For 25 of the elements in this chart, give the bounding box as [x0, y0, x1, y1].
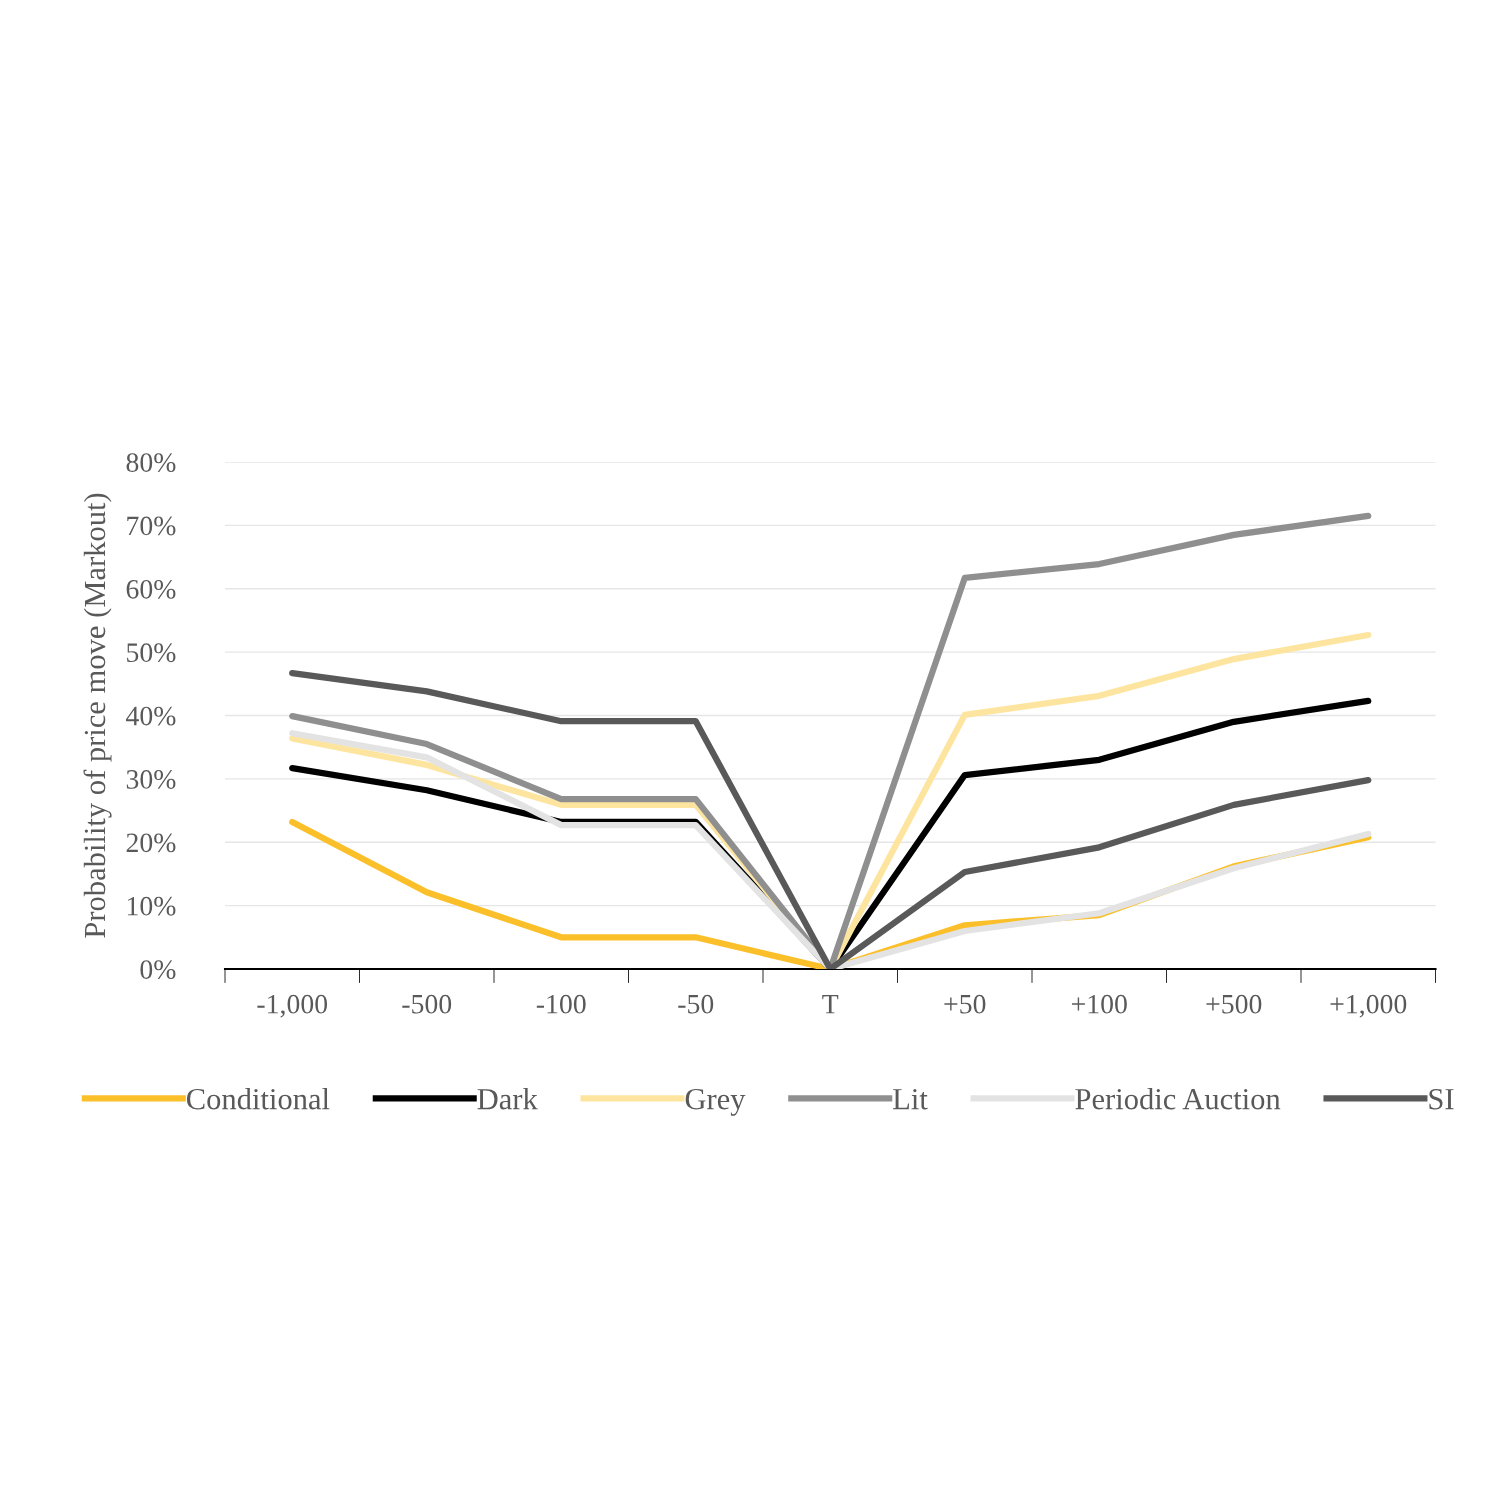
- x-tick-label: -1,000: [257, 994, 328, 1018]
- x-tick-label: -100: [536, 994, 586, 1014]
- y-tick-label: 10%: [127, 896, 176, 916]
- legend-label: Dark: [477, 1087, 538, 1110]
- y-tick-label: 0%: [140, 960, 176, 979]
- x-tick-label: -50: [678, 994, 714, 1014]
- x-tick-label: T: [822, 995, 839, 1014]
- legend-label: Conditional: [186, 1087, 330, 1110]
- y-tick-label: 70%: [127, 516, 176, 536]
- y-tick-label: 40%: [126, 706, 176, 726]
- legend-label: SI: [1429, 1088, 1454, 1110]
- y-axis-title: Probability of price move (Markout): [83, 493, 112, 938]
- legend-label: Lit: [893, 1088, 928, 1110]
- x-tick-label: +100: [1071, 994, 1127, 1014]
- x-tick-label: -500: [402, 994, 452, 1014]
- y-tick-label: 20%: [126, 833, 176, 853]
- legend-label: Periodic Auction: [1075, 1087, 1281, 1110]
- legend-label: Grey: [685, 1088, 746, 1116]
- y-tick-label: 30%: [126, 770, 176, 789]
- x-tick-label: +50: [944, 994, 986, 1014]
- x-tick-label: +500: [1206, 994, 1262, 1014]
- y-tick-label: 80%: [126, 453, 176, 472]
- y-tick-label: 60%: [126, 579, 176, 599]
- y-tick-label: 50%: [127, 643, 176, 663]
- x-tick-label: +1,000: [1330, 994, 1407, 1018]
